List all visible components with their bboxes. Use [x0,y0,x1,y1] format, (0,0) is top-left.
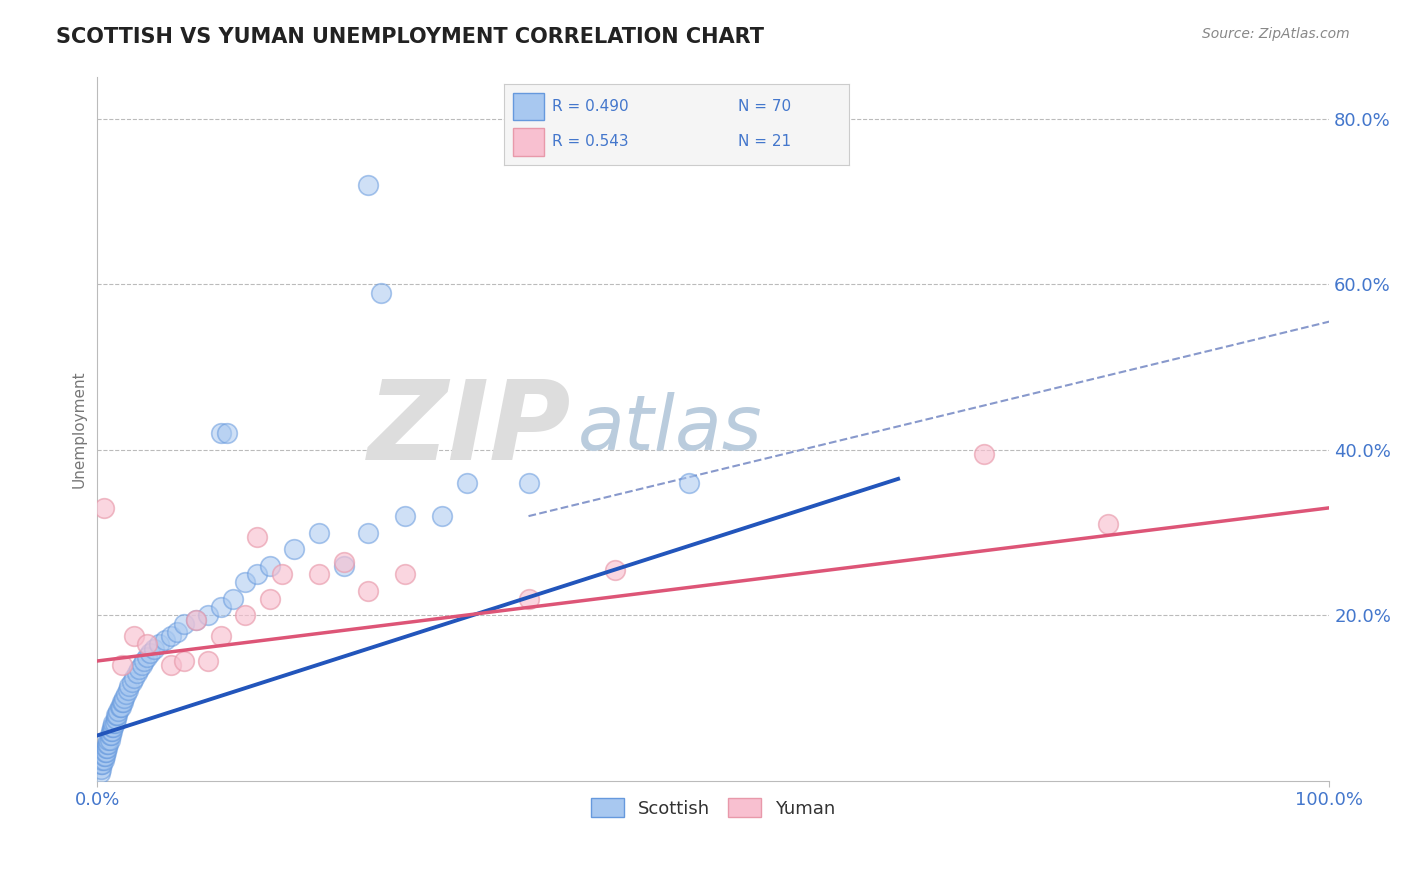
Point [197,608,219,623]
Text: ZIP: ZIP [368,376,572,483]
Point [111,695,134,709]
Point [101,724,124,739]
Point [121,674,143,689]
Point [517,476,540,491]
Point [128,662,150,676]
Point [678,476,700,491]
Point [308,567,330,582]
Point [104,716,127,731]
Point [108,699,131,714]
Point [160,629,183,643]
Point [96,737,118,751]
Point [104,712,127,726]
Point [104,707,127,722]
Point [246,567,269,582]
Point [135,649,157,664]
Point [90,757,112,772]
Point [173,654,195,668]
Point [370,285,392,300]
Point [357,525,380,540]
Point [259,558,281,573]
Point [173,616,195,631]
Point [93,749,115,764]
Point [96,740,118,755]
Point [101,720,124,734]
Point [124,671,146,685]
Point [103,720,125,734]
Point [94,745,117,759]
Point [125,666,148,681]
Text: Source: ZipAtlas.com: Source: ZipAtlas.com [1202,27,1350,41]
Point [91,753,114,767]
Point [357,178,380,192]
Point [973,447,995,461]
Point [111,658,134,673]
Point [215,426,238,441]
Point [246,530,269,544]
Point [283,542,305,557]
Point [139,646,162,660]
Point [209,426,232,441]
Point [394,567,416,582]
Point [357,583,380,598]
Point [114,687,136,701]
Y-axis label: Unemployment: Unemployment [72,370,86,488]
Point [93,500,115,515]
Text: SCOTTISH VS YUMAN UNEMPLOYMENT CORRELATION CHART: SCOTTISH VS YUMAN UNEMPLOYMENT CORRELATI… [56,27,765,46]
Point [308,525,330,540]
Point [603,563,626,577]
Point [259,591,281,606]
Point [93,745,115,759]
Point [89,765,111,780]
Point [124,629,146,643]
Point [197,654,219,668]
Point [107,704,129,718]
Point [332,555,354,569]
Point [432,509,454,524]
Point [118,679,141,693]
Point [97,732,120,747]
Point [97,737,120,751]
Point [184,613,207,627]
Point [222,591,245,606]
Text: atlas: atlas [578,392,762,467]
Point [209,600,232,615]
Point [93,753,115,767]
Point [456,476,478,491]
Point [105,707,128,722]
Point [114,691,136,706]
Point [1097,517,1119,532]
Point [166,625,188,640]
Point [90,762,112,776]
Point [271,567,294,582]
Point [332,558,354,573]
Point [94,740,117,755]
Point [209,629,232,643]
Point [98,732,121,747]
Point [134,654,156,668]
Point [160,658,183,673]
Point [184,613,207,627]
Point [135,637,157,651]
Point [233,575,256,590]
Point [100,729,122,743]
Point [233,608,256,623]
Point [148,637,170,651]
Point [117,682,139,697]
Legend: Scottish, Yuman: Scottish, Yuman [583,791,842,825]
Point [98,729,121,743]
Point [100,724,122,739]
Point [143,641,166,656]
Point [112,695,135,709]
Point [110,699,132,714]
Point [153,633,176,648]
Point [103,716,125,731]
Point [394,509,416,524]
Point [131,658,153,673]
Point [517,591,540,606]
Point [93,749,115,764]
Point [91,757,114,772]
